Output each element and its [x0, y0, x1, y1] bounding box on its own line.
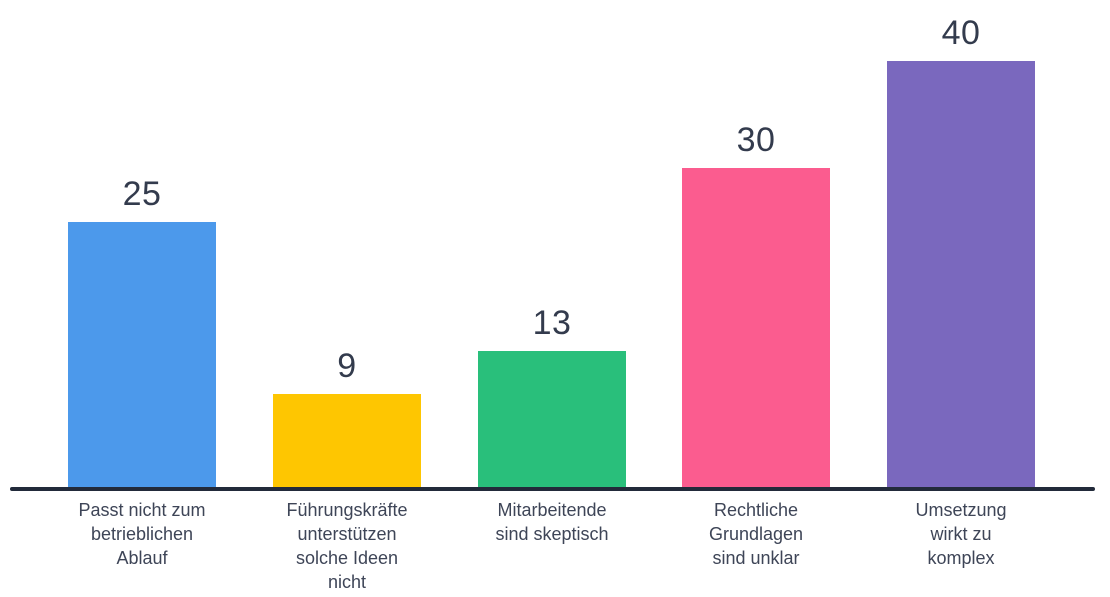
- category-label: Mitarbeitende sind skeptisch: [447, 498, 657, 546]
- bar-value-label: 30: [736, 121, 776, 159]
- category-label-line: Passt nicht zum: [78, 500, 206, 520]
- category-label-line: Rechtliche: [713, 500, 799, 520]
- category-label-line: nicht: [327, 572, 367, 592]
- bar-group: 30: [682, 121, 830, 490]
- category-label: Führungskräfte unterstützen solche Ideen ni…: [242, 498, 452, 594]
- category-label-line: unterstützen: [297, 524, 397, 544]
- category-label-line: solche Ideen: [295, 548, 399, 568]
- category-label: Passt nicht zum betrieblichen Ablauf: [37, 498, 247, 570]
- category-label-line: Mitarbeitende: [497, 500, 607, 520]
- bar: [478, 351, 626, 490]
- bar-group: 40: [887, 14, 1035, 490]
- bar-value-label: 40: [941, 14, 981, 52]
- bar: [682, 168, 830, 490]
- category-label: Rechtliche Grundlagen sind unklar: [651, 498, 861, 570]
- category-label-line: wirkt zu: [930, 524, 992, 544]
- bar: [887, 61, 1035, 490]
- category-label-line: Umsetzung: [915, 500, 1007, 520]
- bar-value-label: 9: [337, 347, 357, 385]
- category-label-line: komplex: [927, 548, 995, 568]
- bar-value-label: 25: [122, 175, 162, 213]
- bar-value-label: 13: [532, 304, 572, 342]
- category-label-line: Führungskräfte: [286, 500, 408, 520]
- bar: [273, 394, 421, 490]
- category-label-line: sind unklar: [712, 548, 800, 568]
- bar-group: 13: [478, 304, 626, 490]
- category-label: Umsetzung wirkt zu komplex: [856, 498, 1066, 570]
- x-axis-line: [10, 487, 1095, 491]
- category-label-line: Ablauf: [116, 548, 168, 568]
- bar-group: 9: [273, 347, 421, 490]
- bar: [68, 222, 216, 490]
- category-label-line: betrieblichen: [90, 524, 194, 544]
- category-label-line: Grundlagen: [708, 524, 804, 544]
- bar-group: 25: [68, 175, 216, 490]
- category-label-line: sind skeptisch: [495, 524, 609, 544]
